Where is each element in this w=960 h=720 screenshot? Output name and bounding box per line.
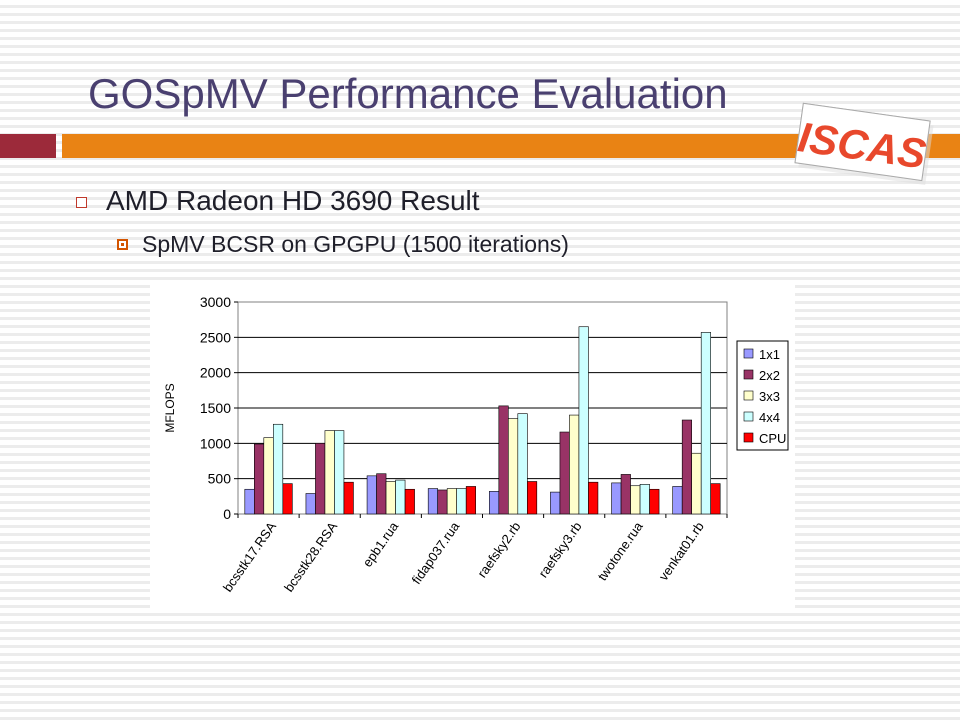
bar-4x4-2 xyxy=(334,430,345,515)
bar-3x3-8 xyxy=(691,452,702,515)
bar-1x1-1 xyxy=(244,488,255,515)
bar-2x2-4 xyxy=(437,489,448,515)
bullet-marker-square xyxy=(76,197,87,208)
bar-2x2-2 xyxy=(315,443,326,515)
bar-CPU-8 xyxy=(710,483,721,515)
bar-chart: 0 500 1000 1500 2000 2500 3000 MFLOPS bcsstk17.R… xyxy=(163,294,789,595)
bar-CPU-5 xyxy=(527,481,538,515)
y-axis-label: MFLOPS xyxy=(163,383,177,432)
bar-2x2-7 xyxy=(620,474,631,515)
x-category-label: fidap037.rua xyxy=(409,518,463,586)
bar-1x1-8 xyxy=(672,486,683,515)
bar-4x4-3 xyxy=(395,479,406,515)
bar-CPU-3 xyxy=(404,488,415,515)
bar-CPU-1 xyxy=(282,483,293,515)
x-category-label: raefsky2.rb xyxy=(474,519,523,580)
y-tick-label: 1500 xyxy=(200,400,231,416)
legend-swatch-CPU xyxy=(743,432,754,443)
bar-CPU-7 xyxy=(649,488,660,515)
legend-swatch-4x4 xyxy=(743,411,754,422)
y-tick-label: 1000 xyxy=(200,435,231,451)
bar-3x3-3 xyxy=(385,481,396,515)
bar-3x3-4 xyxy=(446,488,457,515)
page-title: GOSpMV Performance Evaluation xyxy=(88,70,728,117)
y-tick-label: 2000 xyxy=(200,365,231,381)
y-tick-label: 2500 xyxy=(200,329,231,345)
legend-label-CPU: CPU xyxy=(759,431,786,446)
y-tick-label: 500 xyxy=(208,471,232,487)
bar-3x3-5 xyxy=(508,418,519,515)
bar-CPU-6 xyxy=(588,481,599,515)
y-tick-label: 0 xyxy=(223,506,231,522)
bar-4x4-5 xyxy=(517,413,528,515)
x-category-label: twotone.rua xyxy=(595,518,647,583)
bar-CPU-2 xyxy=(343,481,354,515)
header-accent-red xyxy=(0,134,56,158)
iscas-logo: ISCAS xyxy=(794,102,934,186)
y-tick-label: 3000 xyxy=(200,294,231,310)
bullet-level2: SpMV BCSR on GPGPU (1500 iterations) xyxy=(142,231,569,257)
bar-4x4-7 xyxy=(639,484,650,515)
legend-swatch-2x2 xyxy=(743,369,754,380)
legend-label-3x3: 3x3 xyxy=(759,389,780,404)
bar-1x1-3 xyxy=(366,475,377,515)
legend-box xyxy=(736,340,789,451)
legend-label-1x1: 1x1 xyxy=(759,347,780,362)
legend-label-4x4: 4x4 xyxy=(759,410,780,425)
bullet-marker-filled xyxy=(117,239,128,250)
bar-2x2-8 xyxy=(681,419,692,515)
x-category-label: raefsky3.rb xyxy=(535,519,584,580)
bar-4x4-6 xyxy=(578,326,589,515)
bar-4x4-4 xyxy=(456,488,467,515)
x-category-label: venkat01.rb xyxy=(656,519,707,583)
bar-1x1-6 xyxy=(550,491,561,515)
bar-2x2-3 xyxy=(376,473,387,515)
legend-swatch-3x3 xyxy=(743,390,754,401)
bar-1x1-2 xyxy=(305,493,316,515)
bar-CPU-4 xyxy=(465,486,476,515)
x-category-label: bcsstk28.RSA xyxy=(281,519,340,595)
bar-1x1-5 xyxy=(489,491,500,515)
x-category-label: epb1.rua xyxy=(360,518,402,569)
bar-3x3-1 xyxy=(263,437,274,515)
bar-3x3-7 xyxy=(630,485,641,515)
bar-2x2-5 xyxy=(498,405,509,515)
bar-3x3-6 xyxy=(569,414,580,515)
legend-label-2x2: 2x2 xyxy=(759,368,780,383)
bullet-level1: AMD Radeon HD 3690 Result xyxy=(106,185,480,216)
bar-4x4-1 xyxy=(273,423,284,515)
bar-2x2-1 xyxy=(254,443,265,515)
bar-4x4-8 xyxy=(700,332,711,515)
bar-1x1-4 xyxy=(427,488,438,515)
bar-2x2-6 xyxy=(559,431,570,515)
legend-swatch-1x1 xyxy=(743,348,754,359)
x-category-label: bcsstk17.RSA xyxy=(220,519,279,595)
bar-3x3-2 xyxy=(324,430,335,515)
bar-1x1-7 xyxy=(611,482,622,515)
